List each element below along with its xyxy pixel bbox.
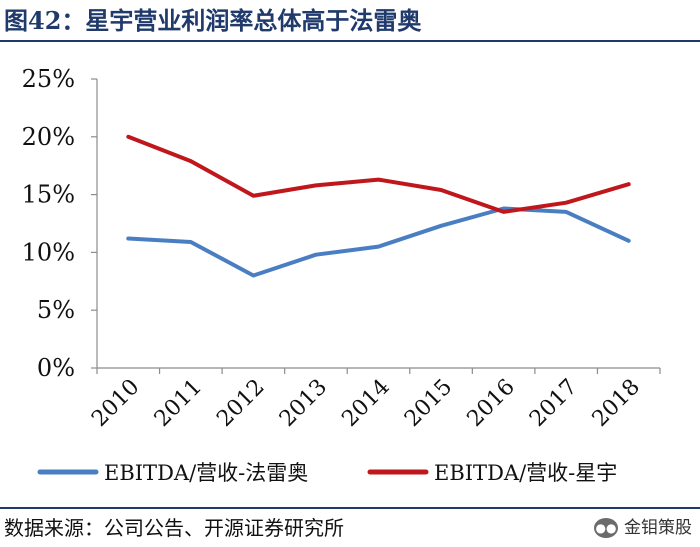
x-tick-label: 2018 bbox=[588, 375, 645, 432]
data-point bbox=[628, 183, 630, 185]
data-point bbox=[378, 246, 379, 248]
data-point bbox=[440, 189, 442, 191]
y-tick-label: 0% bbox=[37, 354, 75, 382]
series-group bbox=[126, 134, 631, 278]
y-tick-label: 5% bbox=[37, 296, 75, 324]
data-source-note: 数据来源：公司公告、开源证券研究所 bbox=[4, 516, 344, 540]
data-point bbox=[565, 211, 567, 213]
legend: EBITDA/营收-法雷奥 EBITDA/营收-星宇 bbox=[37, 461, 617, 485]
x-tick-label: 2017 bbox=[525, 375, 582, 432]
data-point bbox=[315, 254, 317, 256]
x-tick-label: 2013 bbox=[275, 375, 332, 432]
series-line-1 bbox=[126, 206, 631, 278]
data-point bbox=[628, 240, 630, 242]
figure-title: 图42：星宇营业利润率总体高于法雷奥 bbox=[4, 6, 422, 35]
y-tick-label: 25% bbox=[22, 65, 75, 93]
data-point bbox=[190, 241, 192, 243]
data-point bbox=[503, 211, 505, 213]
legend-label: EBITDA/营收-法雷奥 bbox=[104, 461, 308, 485]
y-tick-group: 0% 5% 10% 15% 20% 25% bbox=[22, 65, 97, 382]
data-point bbox=[252, 195, 254, 197]
watermark-text: 金钼策股 bbox=[624, 518, 692, 538]
legend-label: EBITDA/营收-星宇 bbox=[434, 461, 617, 485]
y-tick-label: 20% bbox=[22, 123, 75, 151]
y-tick-label: 15% bbox=[22, 181, 75, 209]
data-point bbox=[440, 225, 442, 227]
x-tick-group: 2010 2011 2012 2013 2014 2015 2016 2017 2018 bbox=[87, 368, 661, 432]
line-chart: 0%5%10%15%20%25% 2010 2011 2012 2013 2014 201… bbox=[22, 65, 661, 485]
data-point bbox=[190, 160, 192, 162]
x-tick-label: 2010 bbox=[87, 375, 144, 432]
data-point bbox=[127, 238, 129, 240]
data-point bbox=[565, 202, 567, 204]
x-tick-label: 2016 bbox=[463, 375, 520, 432]
source-divider bbox=[0, 507, 700, 509]
y-tick-label: 10% bbox=[22, 238, 75, 266]
title-divider bbox=[0, 40, 700, 42]
x-tick-label: 2015 bbox=[400, 375, 457, 432]
data-point bbox=[378, 179, 379, 181]
data-point bbox=[127, 136, 129, 138]
data-point bbox=[503, 207, 505, 209]
wechat-icon: ●● bbox=[594, 518, 618, 538]
x-tick-label: 2014 bbox=[337, 375, 394, 432]
data-point bbox=[252, 275, 254, 277]
x-tick-label: 2011 bbox=[150, 375, 207, 432]
series-line-2 bbox=[126, 134, 631, 214]
data-point bbox=[315, 184, 317, 186]
x-tick-label: 2012 bbox=[212, 375, 269, 432]
watermark: ●● 金钼策股 bbox=[594, 512, 692, 544]
